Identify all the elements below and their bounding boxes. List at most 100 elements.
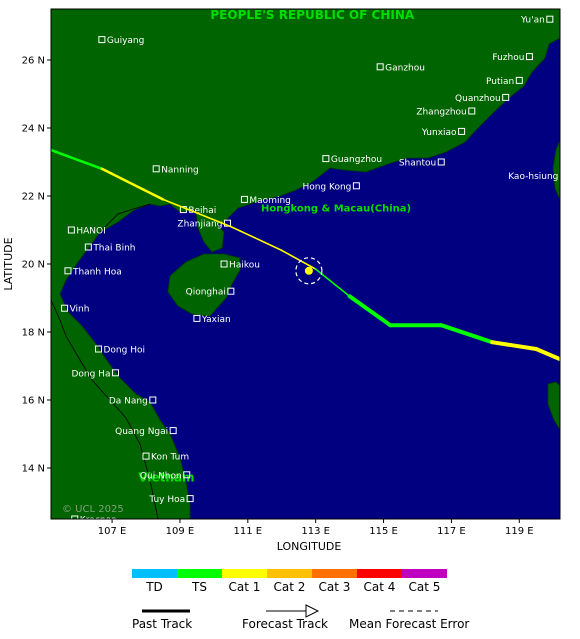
city-label: Da Nang	[109, 397, 148, 407]
city-marker: Dong Hoi	[95, 345, 145, 356]
city-marker: HANOI	[67, 226, 106, 237]
city-marker: Guiyang	[98, 36, 144, 46]
city-label: Haikou	[229, 261, 260, 271]
luzon-island	[547, 381, 560, 431]
city-square-icon	[169, 427, 177, 435]
track-segment	[100, 167, 165, 201]
city-square-icon	[95, 345, 103, 353]
y-axis-ticks: 26 N 24 N 22 N 20 N 18 N 16 N 14 N	[22, 56, 51, 475]
x-tick-label: 107 E	[98, 526, 127, 537]
city-marker: Vinh	[61, 304, 89, 315]
legend-category-label: Cat 5	[409, 580, 441, 594]
error-legend: Mean Forecast Error	[349, 610, 469, 631]
y-tick-label: 14 N	[22, 464, 45, 475]
legend-swatch	[402, 569, 447, 578]
legend-swatch	[357, 569, 402, 578]
x-tick-label: 117 E	[437, 526, 466, 537]
city-label: Thai Binh	[92, 244, 135, 254]
city-square-icon	[468, 107, 476, 115]
track-segment	[230, 225, 283, 252]
arrow-right-icon	[305, 604, 320, 618]
city-square-icon	[186, 495, 194, 503]
city-square-icon	[376, 63, 384, 71]
legend-swatch	[132, 569, 177, 578]
city-marker: Thai Binh	[84, 243, 135, 254]
city-square-icon	[98, 36, 106, 44]
city-label: Zhangzhou	[416, 108, 466, 118]
city-marker: Kon Tum	[142, 452, 189, 463]
land-mass	[51, 9, 560, 519]
city-marker: Yaxian	[193, 314, 231, 325]
city-square-icon	[515, 76, 523, 84]
city-label: Guiyang	[107, 36, 144, 46]
legend-category-label: TS	[191, 580, 207, 594]
y-tick-label: 26 N	[22, 56, 45, 67]
region-label: Hongkong & Macau(China)	[261, 203, 411, 214]
city-label: Thanh Hoa	[72, 267, 122, 277]
city-marker: Tuy Hoa	[148, 495, 194, 505]
y-tick-label: 22 N	[22, 192, 45, 203]
x-tick-label: 113 E	[301, 526, 330, 537]
city-marker: Zhangzhou	[416, 107, 476, 118]
x-tick-label: 115 E	[369, 526, 398, 537]
city-marker: Putian	[486, 76, 523, 87]
legend-category-label: Cat 4	[364, 580, 396, 594]
city-marker: Dong Ha	[71, 369, 119, 379]
legend-swatch	[312, 569, 357, 578]
y-tick-label: 16 N	[22, 396, 45, 407]
x-tick-label: 109 E	[166, 526, 195, 537]
current-position	[295, 257, 323, 285]
city-label: Putian	[486, 77, 514, 87]
track-segment	[534, 347, 560, 362]
city-marker: Fuzhou	[492, 53, 533, 63]
city-label: Yaxian	[201, 315, 231, 325]
track-segment	[347, 294, 393, 328]
city-label: Maoming	[249, 196, 290, 206]
city-label: Qionghai	[186, 288, 226, 298]
border-line	[50, 299, 159, 520]
storm-track	[51, 148, 560, 362]
city-marker: Da Nang	[109, 396, 157, 407]
x-tick-label: 119 E	[505, 526, 534, 537]
city-label: Kon Tum	[151, 453, 189, 463]
city-square-icon	[64, 267, 72, 275]
city-square-icon	[559, 172, 567, 180]
border-line	[99, 203, 151, 233]
city-square-icon	[227, 287, 235, 295]
category-legend: TD TS Cat 1 Cat 2 Cat 3 Cat 4 Cat 5	[132, 569, 447, 594]
y-axis-title: LATITUDE	[2, 237, 15, 290]
city-marker: Qionghai	[186, 287, 235, 298]
past-track-legend: Past Track	[132, 609, 192, 631]
country-borders	[50, 203, 159, 520]
track-segment	[439, 323, 495, 345]
legend-category-label: Cat 1	[229, 580, 261, 594]
city-square-icon	[437, 158, 445, 166]
city-label: Quanzhou	[455, 94, 501, 104]
city-square-icon	[240, 195, 248, 203]
track-segment	[280, 249, 317, 270]
city-marker: Guangzhou	[322, 155, 382, 165]
city-marker: Ganzhou	[376, 63, 425, 73]
region-label: PEOPLE'S REPUBLIC OF CHINA	[210, 8, 414, 22]
city-square-icon	[84, 243, 92, 251]
city-marker: Yunxiao	[421, 127, 466, 138]
city-label: Fuzhou	[492, 53, 524, 63]
city-marker: Haikou	[220, 260, 260, 271]
city-marker: Shantou	[399, 158, 445, 169]
hainan-island	[167, 253, 241, 317]
error-circle	[295, 257, 323, 285]
city-square-icon	[149, 396, 157, 404]
region-labels: PEOPLE'S REPUBLIC OF CHINA Hongkong & Mac…	[138, 8, 415, 484]
legend-swatch	[222, 569, 267, 578]
leizhou-peninsula	[195, 211, 225, 253]
forecast-track-label: Forecast Track	[242, 617, 328, 631]
city-square-icon	[546, 15, 554, 23]
city-square-icon	[61, 304, 69, 312]
y-tick-label: 24 N	[22, 124, 45, 135]
city-label: Quang Ngai	[115, 427, 168, 437]
city-square-icon	[458, 127, 466, 135]
city-label: Ganzhou	[385, 63, 425, 73]
city-marker: Thanh Hoa	[64, 267, 122, 277]
legend-swatch	[267, 569, 312, 578]
city-label: Guangzhou	[331, 155, 382, 165]
